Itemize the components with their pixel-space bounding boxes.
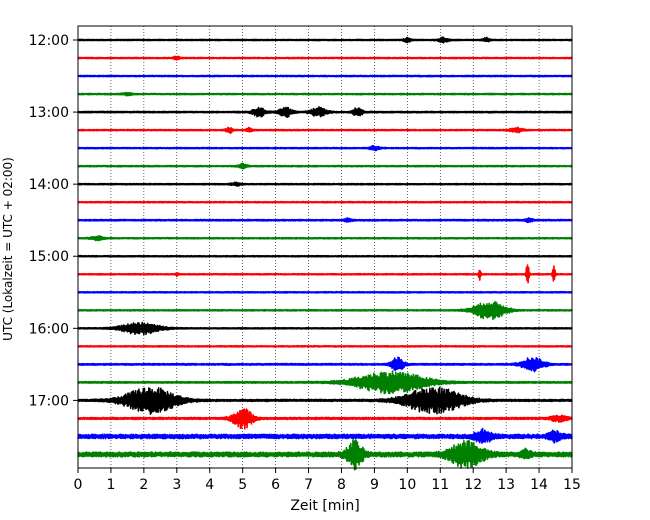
trace-1530 (77, 290, 573, 294)
trace-1700 (77, 386, 573, 416)
trace-1330 (77, 145, 573, 152)
trace-1430 (77, 217, 573, 224)
trace-1230 (77, 74, 573, 78)
x-tick-label: 5 (238, 477, 247, 493)
x-tick-label: 6 (271, 477, 280, 493)
trace-1345 (77, 162, 573, 170)
y-tick-label: 12:00 (29, 33, 69, 49)
trace-1215 (77, 55, 573, 61)
trace-1730 (77, 427, 573, 444)
trace-1545 (77, 301, 573, 321)
y-tick-label: 16:00 (29, 321, 69, 337)
y-tick-label: 15:00 (29, 249, 69, 265)
x-tick-label: 13 (497, 477, 515, 493)
trace-1415 (77, 200, 573, 204)
trace-1200 (77, 36, 573, 44)
y-axis: 12:00 13:00 14:00 15:00 16:00 17:00 (29, 33, 78, 409)
trace-1245 (77, 91, 573, 97)
x-tick-label: 12 (464, 477, 482, 493)
trace-1515 (77, 264, 573, 284)
x-axis: 0 1 2 3 4 5 6 7 8 9 10 11 12 13 14 15 (74, 468, 581, 493)
seismogram-traces (77, 36, 573, 471)
x-tick-label: 1 (106, 477, 115, 493)
x-tick-label: 0 (74, 477, 83, 493)
plot-frame (77, 25, 573, 469)
x-tick-label: 8 (337, 477, 346, 493)
x-tick-label: 7 (304, 477, 313, 493)
x-tick-label: 11 (431, 477, 449, 493)
x-tick-label: 4 (205, 477, 214, 493)
x-tick-label: 2 (139, 477, 148, 493)
x-tick-label: 9 (370, 477, 379, 493)
trace-1645 (77, 370, 573, 395)
y-tick-label: 17:00 (29, 393, 69, 409)
x-tick-label: 15 (563, 477, 581, 493)
trace-1445 (77, 235, 573, 242)
trace-1400 (77, 181, 573, 187)
trace-1315 (77, 126, 573, 135)
trace-1715 (77, 408, 573, 430)
x-tick-label: 3 (172, 477, 181, 493)
y-tick-label: 14:00 (29, 177, 69, 193)
trace-1600 (77, 321, 573, 336)
trace-1300 (77, 106, 573, 118)
y-axis-label: UTC (Lokalzeit = UTC + 02:00) (1, 157, 15, 341)
trace-1500 (77, 254, 573, 258)
trace-1615 (77, 344, 573, 348)
y-tick-label: 13:00 (29, 105, 69, 121)
x-tick-label: 14 (530, 477, 548, 493)
x-tick-label: 10 (398, 477, 416, 493)
trace-1745 (77, 439, 573, 471)
trace-1630 (77, 356, 573, 373)
x-axis-label: Zeit [min] (290, 498, 359, 514)
